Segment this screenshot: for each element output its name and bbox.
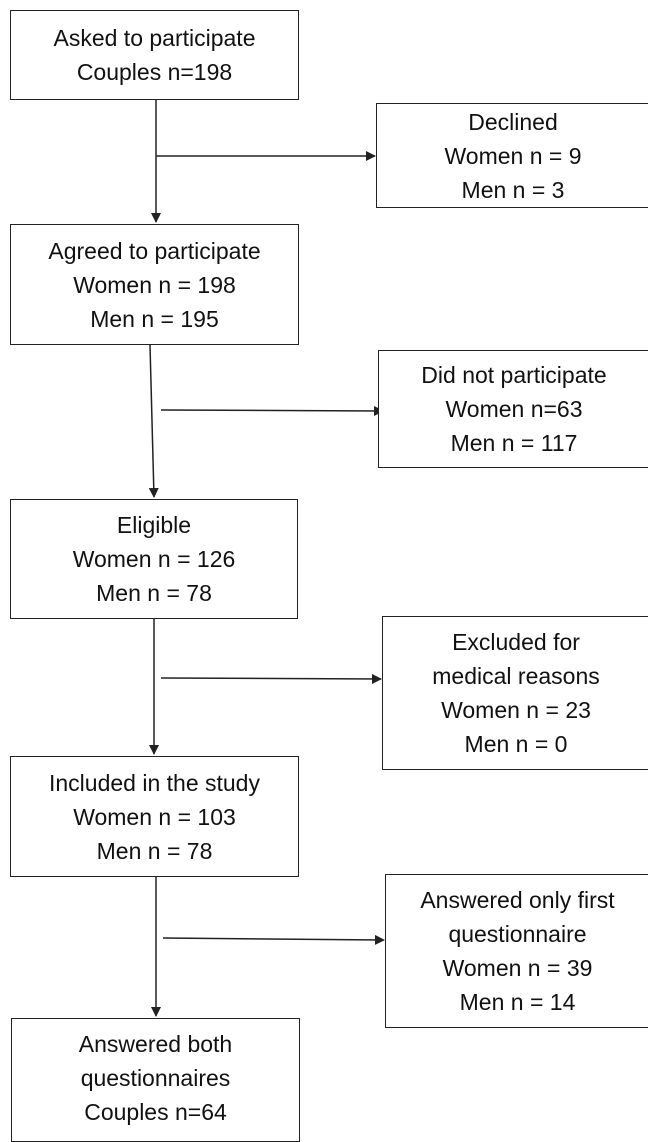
agreed-title: Agreed to participate (48, 237, 261, 264)
excluded-title-line2: medical reasons (432, 663, 600, 689)
arrow-to-did-not-participate (160, 405, 384, 416)
answered-both-title-line1: Answered both (78, 1031, 233, 1057)
eligible-title: Eligible (116, 512, 192, 538)
box-eligible: Eligible Women n = 126 Men n = 78 (10, 499, 298, 619)
answered-both-title-line2: questionnaires (80, 1065, 231, 1091)
asked-couples-count: Couples n=198 (76, 59, 233, 85)
eligible-men-count: Men n = 78 (96, 580, 212, 606)
asked-title: Asked to participate (53, 25, 256, 51)
answered-first-title-line2: questionnaire (448, 921, 587, 947)
answered-first-men-count: Men n = 14 (459, 989, 576, 1015)
included-men-count: Men n = 78 (96, 837, 213, 864)
box-agreed-to-participate: Agreed to participate Women n = 198 Men … (10, 224, 299, 345)
included-title: Included in the study (49, 769, 260, 796)
included-women-count: Women n = 103 (73, 803, 236, 830)
box-declined: Declined Women n = 9 Men n = 3 (376, 103, 648, 208)
answered-first-title-line1: Answered only first (420, 887, 615, 913)
box-asked-to-participate: Asked to participate Couples n=198 (10, 10, 299, 100)
box-did-not-participate: Did not participate Women n=63 Men n = 1… (378, 350, 648, 468)
declined-women-count: Women n = 9 (444, 142, 582, 169)
arrow-to-excluded (160, 673, 382, 684)
answered-both-couples-count: Couples n=64 (84, 1099, 227, 1125)
answered-first-women-count: Women n = 39 (442, 955, 593, 981)
box-answered-both: Answered both questionnaires Couples n=6… (11, 1018, 300, 1142)
arrow-to-answered-only-first (162, 934, 385, 945)
arrow-agreed-to-eligible (148, 344, 159, 498)
excluded-men-count: Men n = 0 (464, 731, 568, 757)
did-not-participate-women-count: Women n=63 (445, 396, 583, 422)
declined-title: Declined (468, 108, 558, 135)
did-not-participate-title: Did not participate (421, 362, 607, 388)
box-answered-only-first: Answered only first questionnaire Women … (385, 874, 648, 1028)
eligible-women-count: Women n = 126 (72, 546, 236, 572)
box-included-in-study: Included in the study Women n = 103 Men … (10, 756, 299, 877)
declined-men-count: Men n = 3 (461, 176, 565, 203)
agreed-women-count: Women n = 198 (73, 271, 236, 298)
box-excluded-medical: Excluded for medical reasons Women n = 2… (382, 616, 648, 770)
did-not-participate-men-count: Men n = 117 (450, 430, 578, 456)
excluded-title-line1: Excluded for (452, 629, 580, 655)
excluded-women-count: Women n = 23 (441, 697, 591, 723)
agreed-men-count: Men n = 195 (90, 305, 219, 332)
